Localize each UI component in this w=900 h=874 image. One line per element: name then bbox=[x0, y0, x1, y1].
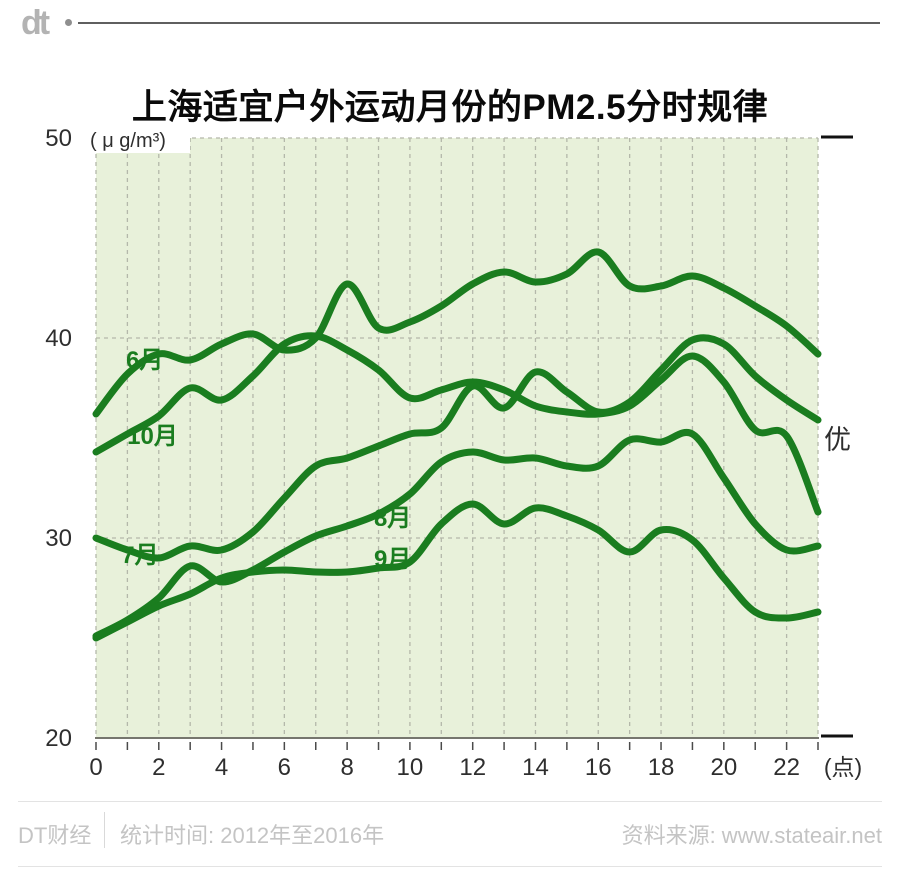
y-tick-label-20: 20 bbox=[45, 725, 72, 752]
brand-header: dt bbox=[0, 0, 900, 48]
unit-label-bg bbox=[86, 124, 190, 153]
series-label-6月: 6月 bbox=[126, 347, 163, 374]
logo-dot-icon bbox=[65, 19, 72, 26]
y-tick-label-40: 40 bbox=[45, 325, 72, 352]
x-tick-label-12: 12 bbox=[459, 754, 486, 781]
series-line-10月 bbox=[92, 332, 822, 516]
footer-data-source: 资料来源: www.stateair.net bbox=[621, 823, 882, 848]
x-tick-label-22: 22 bbox=[773, 754, 800, 781]
y-tick-label-30: 30 bbox=[45, 525, 72, 552]
header-rule bbox=[78, 22, 880, 24]
footer-separator bbox=[104, 812, 105, 848]
footer: DT财经 统计时间: 2012年至2016年 资料来源: www.stateai… bbox=[0, 800, 900, 874]
y-axis-unit-label: ( μ g/m³) bbox=[90, 130, 166, 152]
page-title: 上海适宜户外运动月份的PM2.5分时规律 bbox=[131, 88, 769, 128]
x-tick-label-4: 4 bbox=[215, 754, 228, 781]
x-tick-label-14: 14 bbox=[522, 754, 549, 781]
x-axis-suffix-label: (点) bbox=[824, 754, 862, 780]
x-tick-label-20: 20 bbox=[710, 754, 737, 781]
air-quality-grade-label: 优 bbox=[824, 425, 851, 455]
plot-area bbox=[96, 138, 818, 738]
series-label-8月: 8月 bbox=[374, 505, 411, 532]
footer-stat-period: 统计时间: 2012年至2016年 bbox=[120, 823, 385, 848]
series-line-9月 bbox=[92, 500, 822, 642]
footer-brand: DT财经 bbox=[18, 823, 92, 848]
series-label-7月: 7月 bbox=[121, 542, 158, 569]
x-tick-label-8: 8 bbox=[340, 754, 353, 781]
y-tick-label-50: 50 bbox=[45, 125, 72, 152]
x-tick-label-16: 16 bbox=[585, 754, 612, 781]
series-line-7月 bbox=[92, 334, 822, 562]
gridlines bbox=[95, 137, 819, 738]
x-tick-label-6: 6 bbox=[278, 754, 291, 781]
series-label-10月: 10月 bbox=[127, 423, 178, 450]
x-tick-label-0: 0 bbox=[89, 754, 102, 781]
x-tick-label-10: 10 bbox=[397, 754, 424, 781]
footer-rule bbox=[18, 801, 882, 802]
pm25-hourly-line-chart: 6月 10月 7月 8月 9月 20 30 40 50 ( μ g/m³) 0 2 4 6 8 10 12 14 1… bbox=[45, 124, 862, 781]
x-tick-label-18: 18 bbox=[648, 754, 675, 781]
series-line-6月 bbox=[92, 248, 822, 418]
dt-logo: dt bbox=[21, 4, 50, 42]
footer-rule-bottom bbox=[18, 866, 882, 867]
series-label-9月: 9月 bbox=[374, 546, 411, 573]
x-tick-label-2: 2 bbox=[152, 754, 165, 781]
x-axis-ticks bbox=[95, 742, 819, 750]
